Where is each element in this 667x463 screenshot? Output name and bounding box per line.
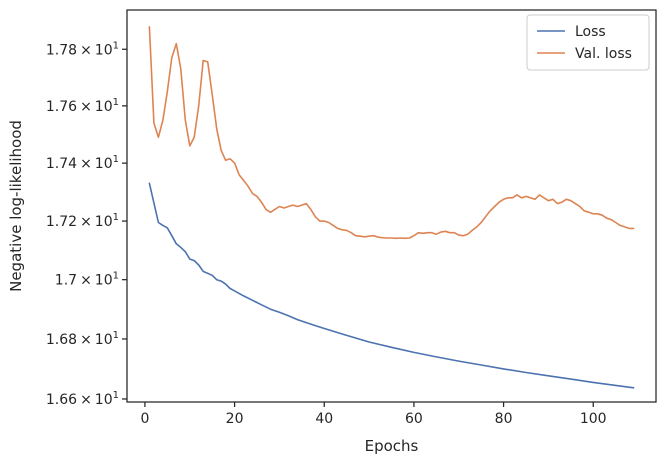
y-tick-base: 10 [95, 392, 113, 408]
plot-area [126, 9, 657, 403]
y-tick-base: 10 [95, 156, 113, 172]
y-tick-exponent: 1 [113, 390, 119, 401]
x-axis-label: Epochs [365, 437, 419, 455]
legend-label-loss: Loss [575, 24, 606, 40]
y-tick-base: 10 [95, 42, 113, 58]
y-tick-label: 1.74 × 101 [46, 154, 119, 172]
y-tick-mantissa: 1.72 [46, 214, 77, 230]
y-tick-base: 10 [95, 332, 113, 348]
y-tick-exponent: 1 [113, 330, 119, 341]
y-tick-exponent: 1 [113, 271, 119, 282]
y-tick-times: × [80, 332, 92, 348]
y-tick-mantissa: 1.66 [46, 392, 77, 408]
y-tick-label: 1.66 × 101 [46, 390, 119, 408]
y-tick-exponent: 1 [113, 212, 119, 223]
y-tick-exponent: 1 [113, 40, 119, 51]
y-tick-mantissa: 1.74 [46, 156, 77, 172]
series-layer [148, 25, 635, 389]
y-tick-times: × [80, 42, 92, 58]
y-tick-times: × [80, 156, 92, 172]
x-axis: 0 20 40 60 80 100 [140, 402, 607, 427]
y-tick-mantissa: 1.78 [46, 42, 77, 58]
x-tick-label: 60 [405, 411, 423, 427]
y-tick-exponent: 1 [113, 154, 119, 165]
y-tick-base: 10 [95, 273, 113, 289]
y-tick-base: 10 [95, 214, 113, 230]
y-tick-mantissa: 1.68 [46, 332, 77, 348]
y-tick-times: × [80, 392, 92, 408]
y-axis-label: Negative log-likelihood [7, 120, 25, 292]
series-line-val-loss [148, 25, 635, 240]
plot-frame [126, 9, 657, 403]
x-tick-label: 40 [315, 411, 333, 427]
legend-box [526, 14, 650, 71]
y-tick-label: 1.78 × 101 [46, 40, 119, 58]
legend-label-val-loss: Val. loss [575, 46, 632, 62]
y-tick-exponent: 1 [113, 97, 119, 108]
y-tick-label: 1.7 × 101 [55, 271, 119, 289]
y-tick-label: 1.68 × 101 [46, 330, 119, 348]
x-tick-label: 100 [580, 411, 607, 427]
y-tick-mantissa: 1.7 [55, 273, 77, 289]
y-tick-times: × [80, 273, 92, 289]
x-tick-label: 20 [226, 411, 244, 427]
series-line-loss [148, 182, 635, 389]
y-tick-base: 10 [95, 99, 113, 115]
x-tick-label: 0 [140, 411, 149, 427]
y-tick-mantissa: 1.76 [46, 99, 77, 115]
y-tick-label: 1.76 × 101 [46, 97, 119, 115]
legend: Loss Val. loss [526, 14, 650, 71]
y-tick-label: 1.72 × 101 [46, 212, 119, 230]
y-tick-times: × [80, 214, 92, 230]
x-tick-label: 80 [495, 411, 513, 427]
y-tick-times: × [80, 99, 92, 115]
